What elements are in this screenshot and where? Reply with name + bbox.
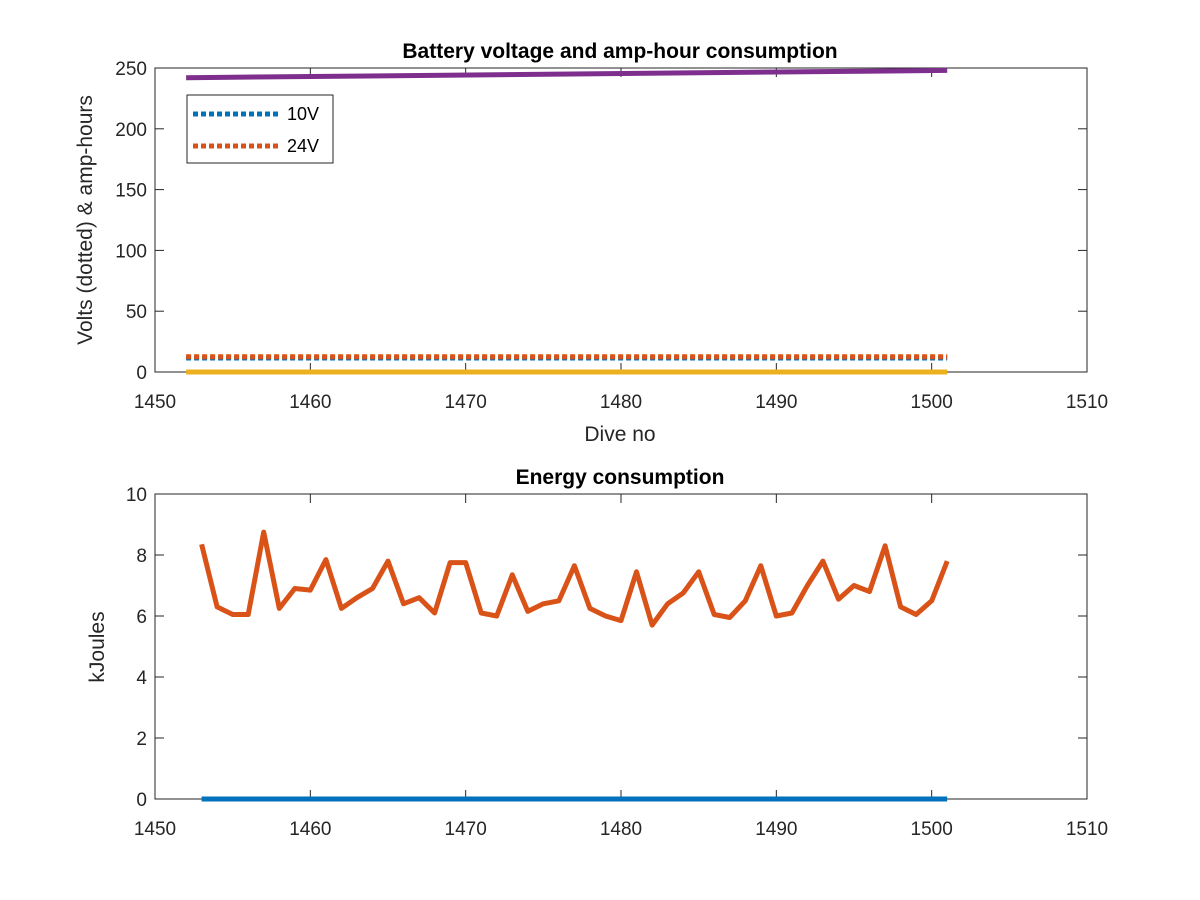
battery-chart: Battery voltage and amp-hour consumption… (74, 40, 1108, 446)
energy-x-tick-label: 1450 (134, 819, 176, 840)
energy-y-tick-label: 10 (126, 485, 147, 506)
energy-x-tick-label: 1460 (289, 819, 331, 840)
battery-chart-xlabel: Dive no (584, 423, 655, 446)
battery-series-line-3 (186, 67, 948, 81)
energy-y-tick-label: 0 (136, 790, 147, 811)
battery-x-tick-label: 1450 (134, 392, 176, 413)
legend-label-10v: 10V (287, 104, 319, 124)
battery-chart-ylabel: Volts (dotted) & amp-hours (74, 95, 97, 345)
battery-chart-legend: 10V 24V (186, 94, 334, 164)
battery-y-tick-label: 0 (136, 363, 147, 384)
energy-x-tick-label: 1480 (600, 819, 642, 840)
energy-series-line-0 (199, 529, 950, 628)
legend-label-24v: 24V (287, 136, 319, 156)
energy-chart: Energy consumption kJoules 1450 1460 1470 1… (86, 466, 1108, 840)
legend-box (186, 94, 334, 164)
battery-x-tick-label: 1510 (1066, 392, 1108, 413)
battery-x-tick-label: 1470 (445, 392, 487, 413)
battery-axes-box (154, 67, 1088, 373)
energy-chart-plot-area: 1450 1460 1470 1480 1490 1500 1510 0 2 4 6 8 10 (126, 485, 1108, 840)
energy-chart-ylabel: kJoules (86, 611, 109, 682)
energy-chart-title: Energy consumption (516, 466, 725, 489)
battery-chart-plot-area: 1450 1460 1470 1480 1490 1500 1510 0 50 100 150 200… (115, 59, 1108, 413)
energy-x-tick-label: 1500 (911, 819, 953, 840)
energy-x-tick-label: 1490 (755, 819, 797, 840)
battery-y-tick-label: 50 (126, 302, 147, 323)
battery-y-tick-label: 100 (115, 241, 147, 262)
battery-y-tick-label: 250 (115, 59, 147, 80)
energy-y-tick-label: 6 (136, 607, 147, 628)
energy-y-tick-label: 8 (136, 546, 147, 567)
energy-x-tick-label: 1470 (445, 819, 487, 840)
battery-x-tick-label: 1490 (755, 392, 797, 413)
battery-x-tick-label: 1460 (289, 392, 331, 413)
energy-y-tick-label: 4 (136, 668, 147, 689)
battery-chart-title: Battery voltage and amp-hour consumption (402, 40, 837, 63)
battery-y-tick-label: 200 (115, 120, 147, 141)
energy-x-tick-label: 1510 (1066, 819, 1108, 840)
battery-y-tick-label: 150 (115, 181, 147, 202)
energy-axes-box (154, 493, 1088, 800)
battery-x-tick-label: 1500 (911, 392, 953, 413)
battery-x-tick-label: 1480 (600, 392, 642, 413)
energy-y-tick-label: 2 (136, 729, 147, 750)
